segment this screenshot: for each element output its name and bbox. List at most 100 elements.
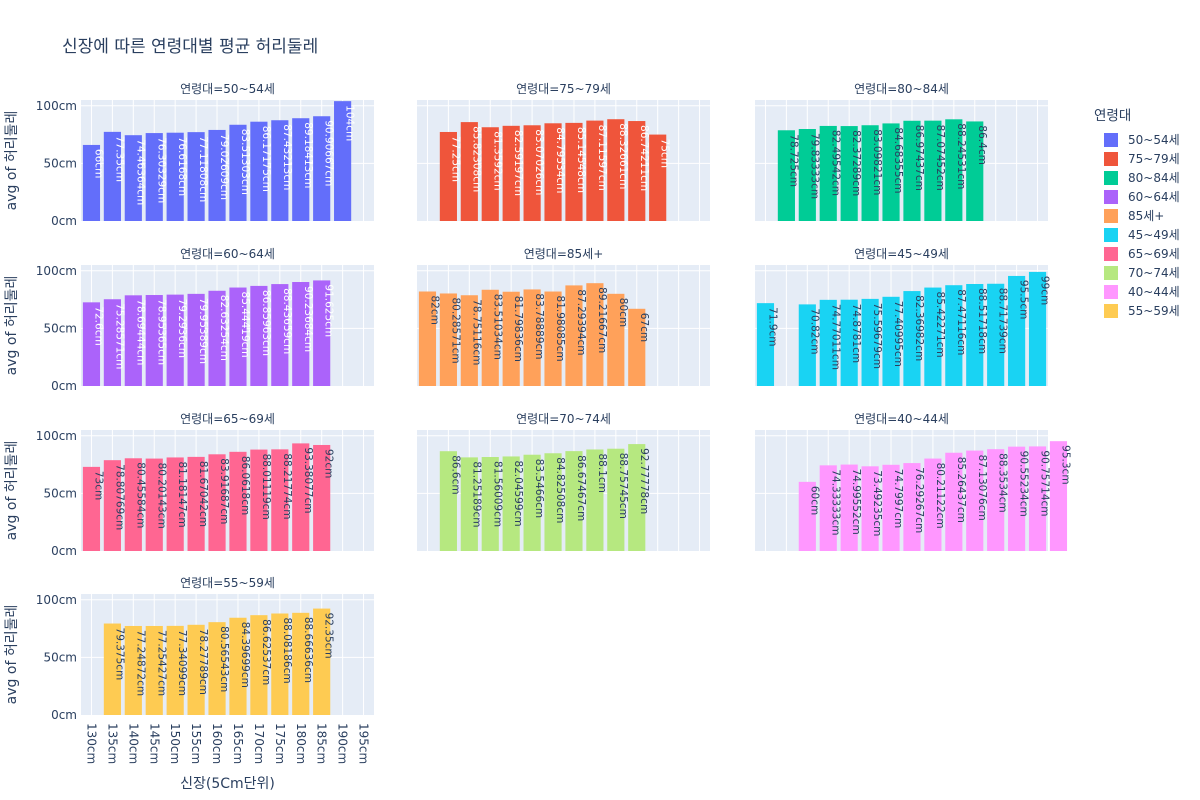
legend-item[interactable]: 50~54세 — [1094, 130, 1180, 149]
bar[interactable] — [819, 299, 837, 386]
bar[interactable] — [1008, 446, 1026, 551]
bar[interactable] — [145, 295, 163, 386]
bar[interactable] — [439, 293, 457, 386]
bar[interactable] — [544, 453, 562, 551]
bar[interactable] — [840, 126, 858, 221]
bar[interactable] — [987, 449, 1005, 551]
bar[interactable] — [1028, 271, 1047, 386]
bar[interactable] — [798, 481, 816, 551]
legend-item[interactable]: 65~69세 — [1094, 244, 1180, 263]
bar[interactable] — [166, 625, 184, 715]
bar[interactable] — [229, 124, 247, 221]
bar[interactable] — [481, 289, 499, 386]
bar[interactable] — [292, 612, 310, 715]
bar[interactable] — [840, 299, 858, 386]
bar[interactable] — [966, 283, 984, 386]
bar[interactable] — [460, 457, 478, 551]
bar[interactable] — [145, 458, 163, 551]
bar[interactable] — [103, 131, 121, 221]
bar[interactable] — [229, 451, 247, 551]
bar[interactable] — [987, 283, 1005, 386]
bar[interactable] — [208, 454, 226, 551]
bar[interactable] — [313, 280, 331, 386]
bar[interactable] — [798, 129, 816, 221]
bar[interactable] — [208, 622, 226, 715]
bar[interactable] — [292, 118, 310, 221]
bar[interactable] — [82, 466, 101, 551]
legend-item[interactable]: 80~84세 — [1094, 168, 1180, 187]
bar[interactable] — [124, 295, 142, 386]
bar[interactable] — [187, 132, 205, 221]
bar[interactable] — [145, 625, 163, 715]
bar[interactable] — [439, 131, 457, 221]
legend-item[interactable]: 45~49세 — [1094, 225, 1180, 244]
bar[interactable] — [861, 298, 879, 386]
bar[interactable] — [924, 287, 942, 386]
bar[interactable] — [861, 466, 879, 551]
bar[interactable] — [607, 448, 625, 551]
bar[interactable] — [819, 125, 837, 221]
bar[interactable] — [523, 125, 541, 221]
legend-item[interactable]: 75~79세 — [1094, 149, 1180, 168]
bar[interactable] — [271, 449, 289, 551]
bar[interactable] — [586, 283, 604, 386]
bar[interactable] — [460, 295, 478, 386]
bar[interactable] — [945, 119, 963, 221]
bar[interactable] — [250, 285, 268, 386]
bar[interactable] — [313, 444, 331, 551]
bar[interactable] — [924, 120, 942, 221]
bar[interactable] — [103, 299, 121, 386]
bar[interactable] — [649, 134, 667, 221]
legend-item[interactable]: 40~44세 — [1094, 282, 1180, 301]
bar[interactable] — [903, 291, 921, 386]
bar[interactable] — [607, 293, 625, 386]
bar[interactable] — [418, 291, 437, 386]
bar[interactable] — [882, 296, 900, 386]
bar[interactable] — [313, 116, 331, 221]
bar[interactable] — [481, 127, 499, 221]
bar[interactable] — [250, 615, 268, 715]
bar[interactable] — [250, 449, 268, 551]
bar[interactable] — [250, 121, 268, 221]
bar[interactable] — [966, 450, 984, 551]
bar[interactable] — [313, 608, 331, 715]
bar[interactable] — [166, 457, 184, 551]
bar[interactable] — [882, 464, 900, 551]
bar[interactable] — [103, 623, 121, 715]
bar[interactable] — [292, 282, 310, 386]
bar[interactable] — [945, 452, 963, 551]
bar[interactable] — [208, 290, 226, 386]
bar[interactable] — [502, 291, 520, 386]
bar[interactable] — [523, 289, 541, 386]
bar[interactable] — [1008, 275, 1026, 386]
bar[interactable] — [861, 125, 879, 221]
bar[interactable] — [166, 294, 184, 386]
bar[interactable] — [903, 120, 921, 221]
bar[interactable] — [882, 123, 900, 221]
bar[interactable] — [502, 456, 520, 551]
bar[interactable] — [966, 121, 984, 221]
bar[interactable] — [334, 101, 352, 221]
bar[interactable] — [82, 144, 101, 221]
bar[interactable] — [271, 120, 289, 221]
legend-item[interactable]: 85세+ — [1094, 206, 1180, 225]
bar[interactable] — [565, 451, 583, 551]
bar[interactable] — [187, 456, 205, 551]
bar[interactable] — [271, 284, 289, 386]
bar[interactable] — [565, 285, 583, 386]
bar[interactable] — [628, 121, 646, 221]
bar[interactable] — [565, 122, 583, 221]
bar[interactable] — [1049, 441, 1068, 551]
bar[interactable] — [607, 119, 625, 221]
bar[interactable] — [798, 304, 816, 386]
bar[interactable] — [924, 458, 942, 551]
bar[interactable] — [103, 460, 121, 551]
bar[interactable] — [166, 132, 184, 221]
legend-item[interactable]: 70~74세 — [1094, 263, 1180, 282]
bar[interactable] — [628, 444, 646, 551]
bar[interactable] — [82, 302, 101, 386]
bar[interactable] — [756, 303, 775, 386]
bar[interactable] — [187, 293, 205, 386]
bar[interactable] — [124, 625, 142, 715]
bar[interactable] — [145, 133, 163, 221]
